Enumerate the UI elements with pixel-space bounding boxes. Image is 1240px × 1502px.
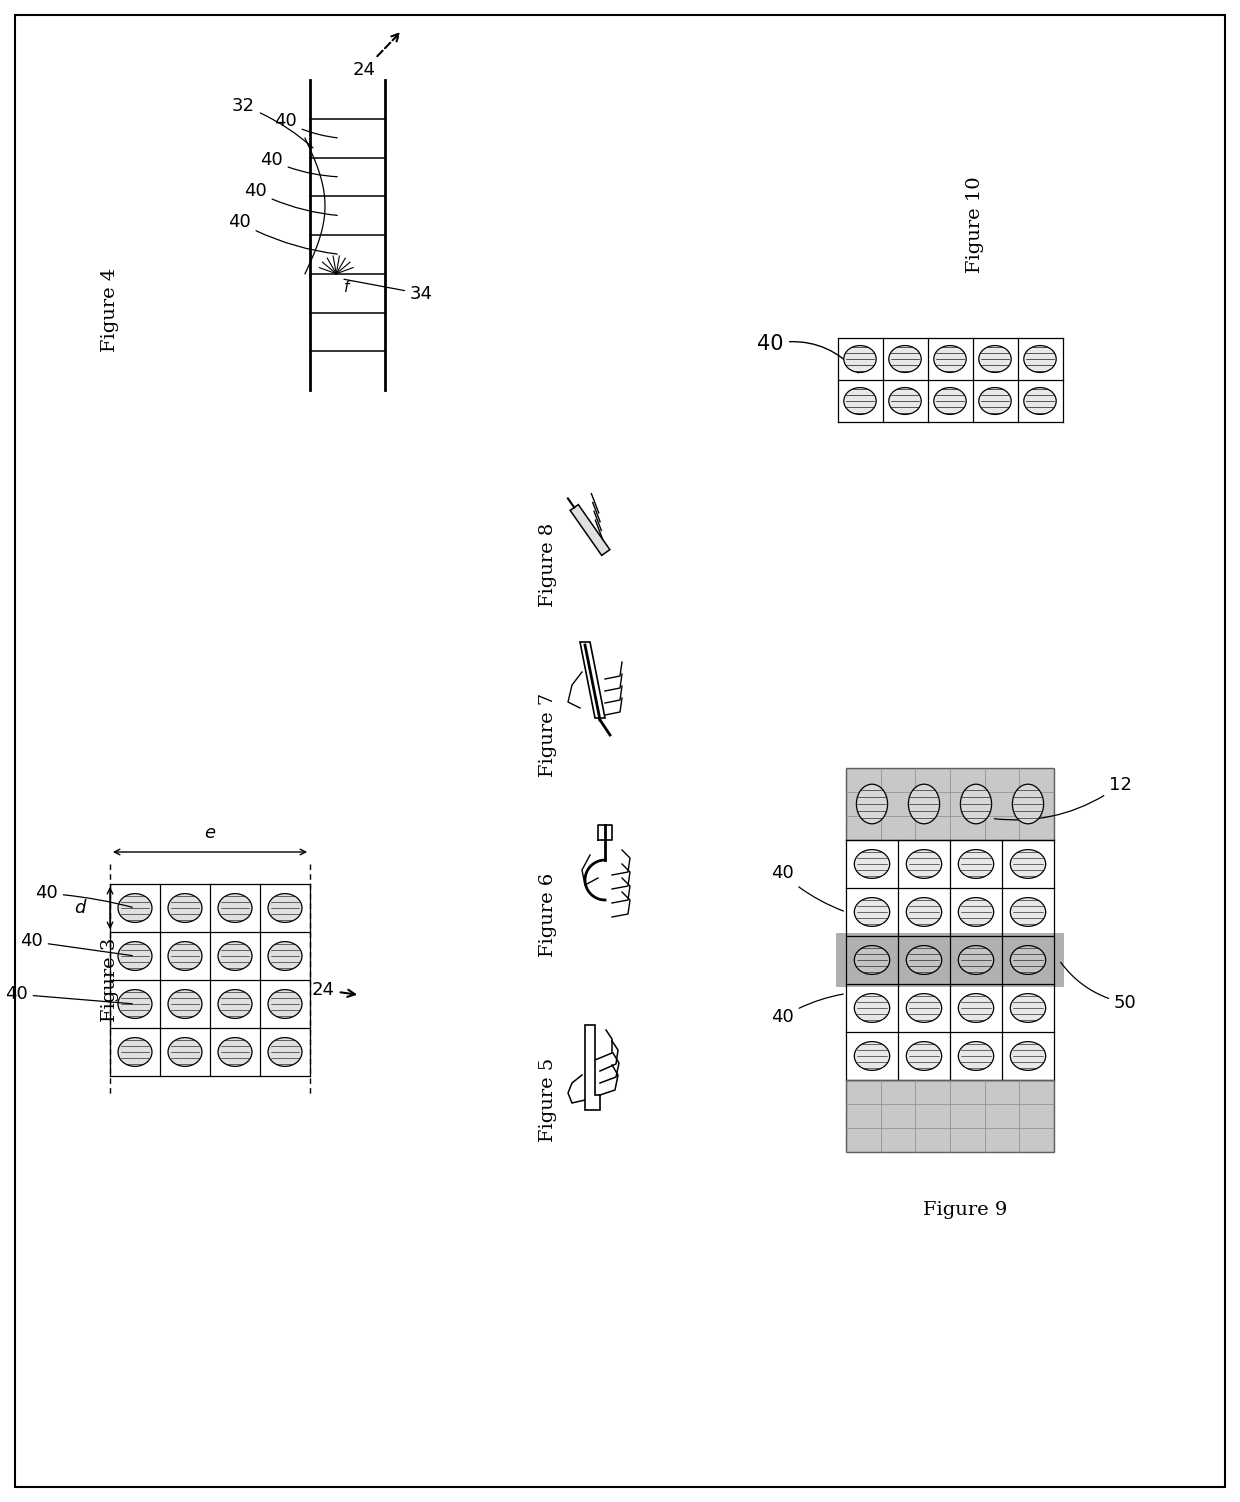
Ellipse shape xyxy=(843,388,877,415)
Text: 40: 40 xyxy=(260,152,337,177)
Ellipse shape xyxy=(934,345,966,372)
Ellipse shape xyxy=(934,388,966,415)
Text: 40: 40 xyxy=(274,113,337,138)
Ellipse shape xyxy=(1011,850,1045,879)
Ellipse shape xyxy=(959,850,993,879)
Ellipse shape xyxy=(909,784,940,823)
Ellipse shape xyxy=(118,1038,153,1066)
Ellipse shape xyxy=(978,388,1011,415)
Ellipse shape xyxy=(1011,946,1045,975)
Text: 40: 40 xyxy=(244,182,337,215)
Ellipse shape xyxy=(268,894,303,922)
Ellipse shape xyxy=(978,345,1011,372)
Text: 40: 40 xyxy=(20,933,133,955)
Text: 12: 12 xyxy=(994,775,1132,820)
Ellipse shape xyxy=(167,1038,202,1066)
Text: 34: 34 xyxy=(343,279,433,303)
Ellipse shape xyxy=(959,1041,993,1071)
Text: Figure 4: Figure 4 xyxy=(100,267,119,351)
Text: Figure 7: Figure 7 xyxy=(539,692,557,777)
Text: 50: 50 xyxy=(1060,963,1137,1012)
Text: 40: 40 xyxy=(758,333,858,372)
Ellipse shape xyxy=(854,946,889,975)
Text: 24: 24 xyxy=(312,981,355,999)
Text: Figure 5: Figure 5 xyxy=(539,1057,557,1142)
Ellipse shape xyxy=(843,345,877,372)
Text: 40: 40 xyxy=(35,885,133,907)
Polygon shape xyxy=(585,1024,600,1110)
Ellipse shape xyxy=(889,345,921,372)
Ellipse shape xyxy=(906,994,941,1023)
Polygon shape xyxy=(580,641,605,718)
Ellipse shape xyxy=(268,1038,303,1066)
Text: 40: 40 xyxy=(5,985,133,1003)
Ellipse shape xyxy=(1024,345,1056,372)
Text: Figure 9: Figure 9 xyxy=(923,1202,1007,1220)
Text: Figure 6: Figure 6 xyxy=(539,873,557,957)
Ellipse shape xyxy=(959,946,993,975)
Ellipse shape xyxy=(854,1041,889,1071)
Ellipse shape xyxy=(118,894,153,922)
Ellipse shape xyxy=(218,942,252,970)
Ellipse shape xyxy=(218,894,252,922)
Ellipse shape xyxy=(854,850,889,879)
Ellipse shape xyxy=(1012,784,1044,823)
Ellipse shape xyxy=(906,1041,941,1071)
Ellipse shape xyxy=(854,898,889,927)
Ellipse shape xyxy=(1011,1041,1045,1071)
Text: f: f xyxy=(345,279,350,294)
Ellipse shape xyxy=(167,942,202,970)
Ellipse shape xyxy=(218,1038,252,1066)
Polygon shape xyxy=(570,505,610,556)
Text: 40: 40 xyxy=(771,864,843,912)
Text: 32: 32 xyxy=(232,98,312,147)
Ellipse shape xyxy=(167,894,202,922)
Ellipse shape xyxy=(1011,994,1045,1023)
Ellipse shape xyxy=(268,942,303,970)
Text: d: d xyxy=(74,900,86,918)
Ellipse shape xyxy=(889,388,921,415)
Ellipse shape xyxy=(118,990,153,1018)
Ellipse shape xyxy=(906,898,941,927)
Ellipse shape xyxy=(906,850,941,879)
Ellipse shape xyxy=(118,942,153,970)
Ellipse shape xyxy=(218,990,252,1018)
Ellipse shape xyxy=(167,990,202,1018)
Text: 40: 40 xyxy=(771,994,843,1026)
Ellipse shape xyxy=(959,898,993,927)
Bar xyxy=(846,768,1054,840)
Ellipse shape xyxy=(959,994,993,1023)
Ellipse shape xyxy=(268,990,303,1018)
Text: e: e xyxy=(205,825,216,843)
Ellipse shape xyxy=(854,994,889,1023)
Text: Figure 8: Figure 8 xyxy=(539,523,557,607)
Text: Figure 10: Figure 10 xyxy=(966,177,985,273)
Ellipse shape xyxy=(857,784,888,823)
Text: Figure 3: Figure 3 xyxy=(100,937,119,1023)
Ellipse shape xyxy=(1011,898,1045,927)
Ellipse shape xyxy=(906,946,941,975)
Bar xyxy=(836,933,1064,987)
Ellipse shape xyxy=(961,784,992,823)
Text: 40: 40 xyxy=(228,213,337,254)
Text: 24: 24 xyxy=(352,33,399,80)
Bar xyxy=(846,1080,1054,1152)
Ellipse shape xyxy=(1024,388,1056,415)
